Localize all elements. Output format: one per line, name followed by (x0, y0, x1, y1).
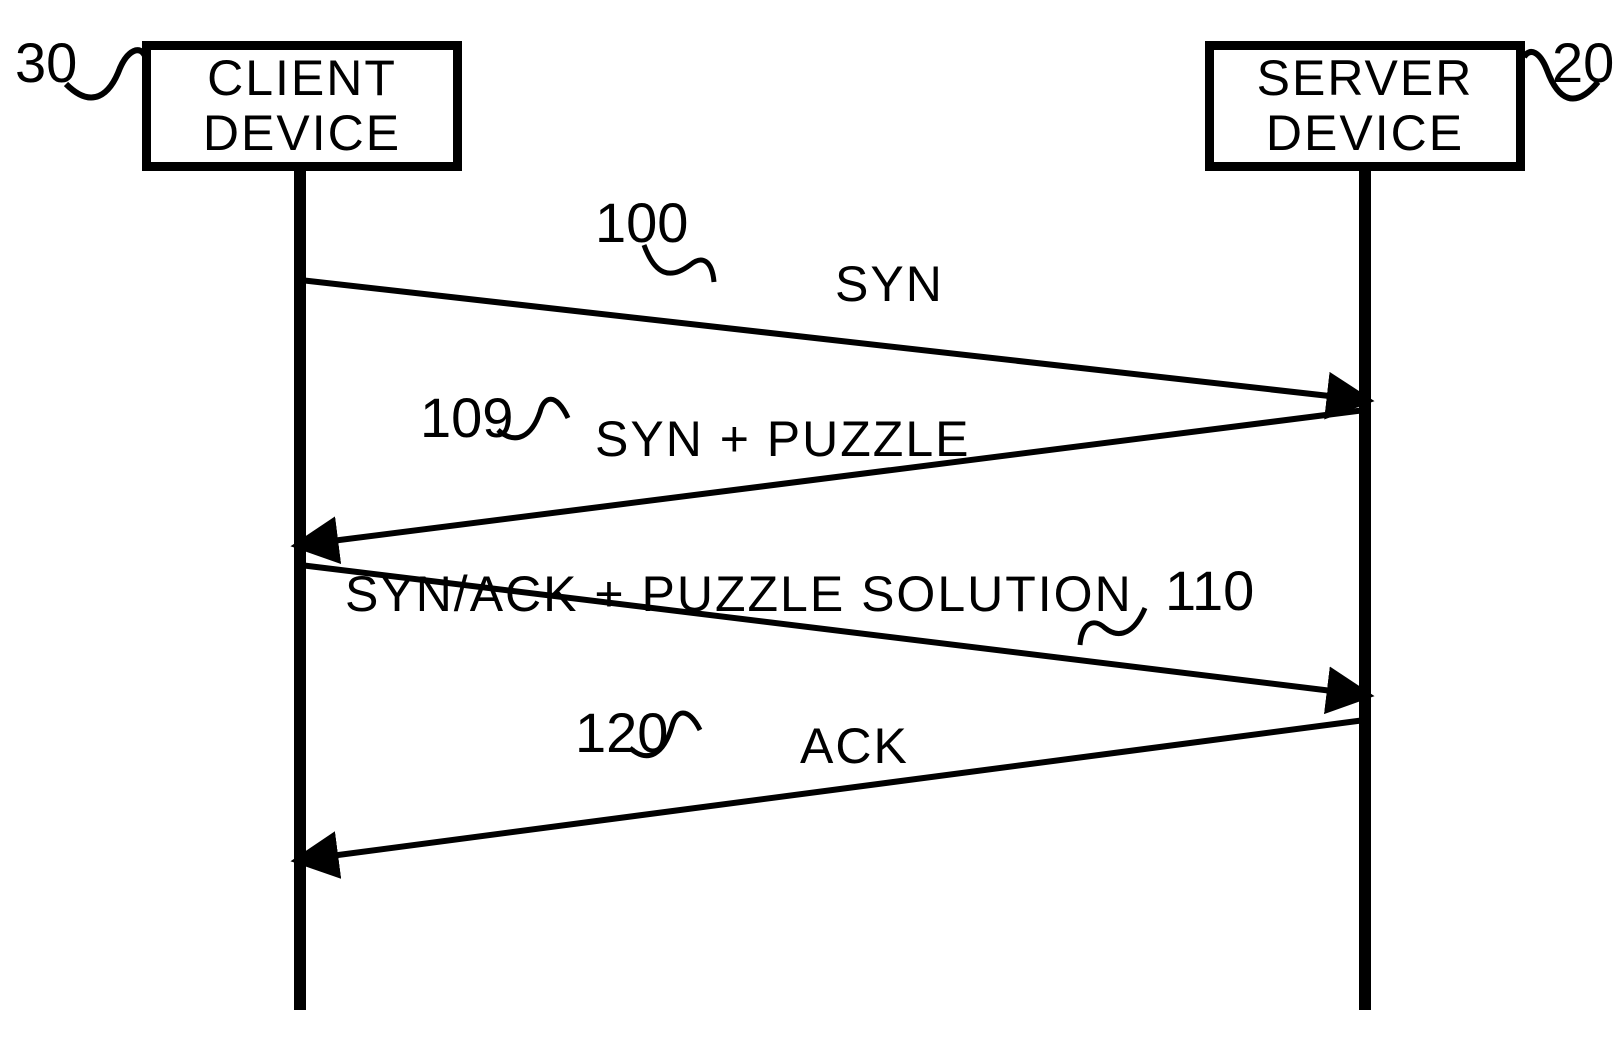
leader-109 (498, 399, 568, 438)
leader-30 (66, 50, 145, 97)
leader-100 (644, 245, 714, 282)
leader-120 (630, 713, 700, 756)
arrow-syn (300, 280, 1365, 400)
arrow-ack (300, 720, 1365, 860)
arrow-syn-puzzle (300, 410, 1365, 545)
diagram-lines (0, 0, 1613, 1051)
leader-110 (1080, 608, 1145, 645)
arrow-syn-ack-solution (300, 565, 1365, 695)
leader-20 (1524, 52, 1598, 99)
sequence-diagram: CLIENT DEVICE SERVER DEVICE 30 20 SYN 10… (0, 0, 1613, 1051)
